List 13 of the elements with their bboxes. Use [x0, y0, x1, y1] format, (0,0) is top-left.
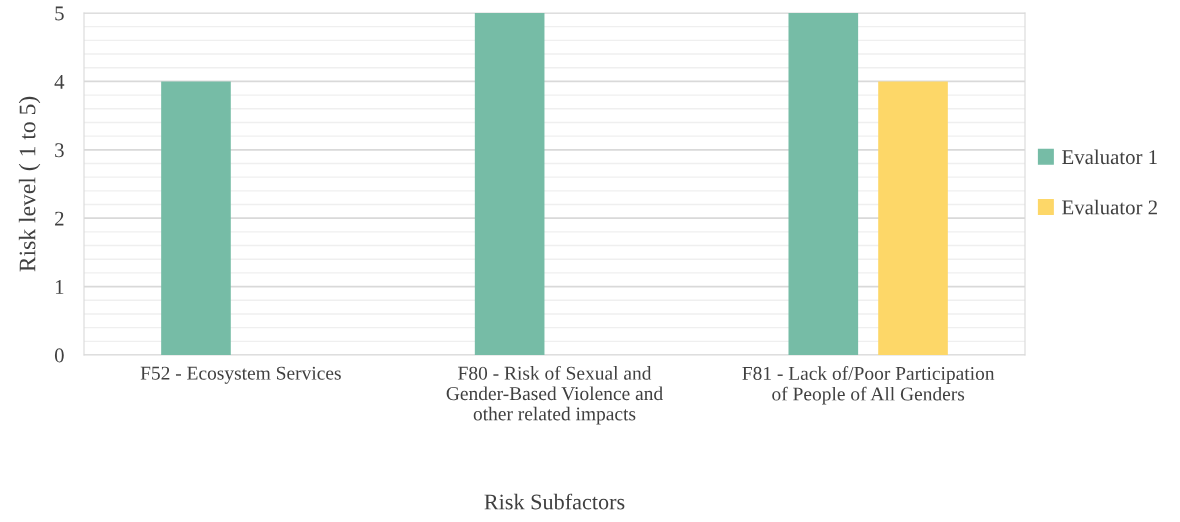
y-tick-label: 4 — [54, 74, 65, 89]
y-tick-label: 0 — [54, 348, 64, 363]
y-tick-label: 5 — [55, 6, 64, 21]
x-axis-title: Risk Subfactors — [484, 493, 625, 510]
y-tick-label: 1 — [55, 280, 64, 294]
x-tick-label: F81 - Lack of/Poor Participation of People of All Genders — [742, 366, 995, 405]
y-tick-label: 2 — [55, 211, 64, 226]
x-tick-label: F80 - Risk of Sexual and Gender-Based Violence and other related impacts — [446, 365, 663, 425]
y-tick-label: 3 — [55, 143, 64, 158]
legend-label: Evaluator 2 — [1062, 199, 1157, 215]
x-tick-label: F52 - Ecosystem Services — [140, 366, 341, 384]
legend-label: Evaluator 1 — [1062, 149, 1157, 165]
y-axis-title: Risk level ( 1 to 5) — [18, 96, 41, 272]
